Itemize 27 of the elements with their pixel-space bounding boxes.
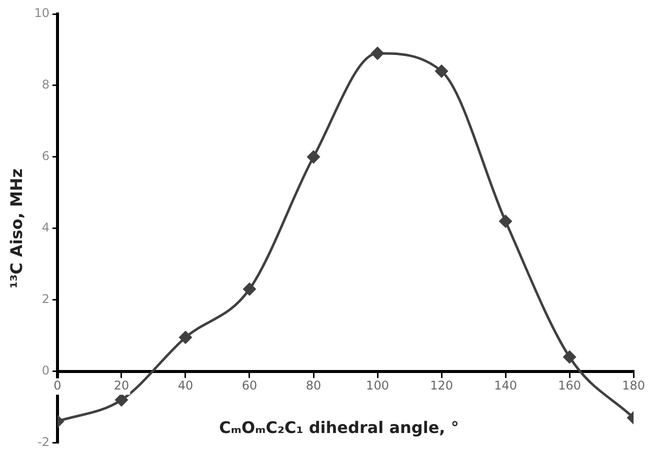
point <box>563 350 576 364</box>
x-tick-label: 120 <box>430 378 453 393</box>
point <box>435 64 448 78</box>
point <box>115 394 128 406</box>
y-tick-label: 4 <box>42 220 50 235</box>
y-tick-label: 0 <box>42 363 50 378</box>
point <box>371 47 384 60</box>
x-tick-label: 0 <box>54 378 62 393</box>
y-axis-title: ¹³C Aiso, MHz <box>6 168 26 288</box>
x-tick-label: 20 <box>114 378 130 393</box>
y-tick-label: 8 <box>42 78 50 92</box>
y-tick-label: 6 <box>42 149 50 164</box>
x-tick-label: 160 <box>558 378 581 393</box>
y-tick-label: 2 <box>42 292 50 306</box>
x-tick-label: 180 <box>622 378 645 393</box>
point <box>179 331 192 344</box>
y-tick-label: 10 <box>34 6 50 20</box>
x-axis-title: CₘOₘC₂C₁ dihedral angle, ° <box>219 418 459 437</box>
x-tick-label: 60 <box>242 378 258 393</box>
point <box>243 282 256 296</box>
x-tick-label: 140 <box>494 378 517 393</box>
x-tick-label: 80 <box>306 378 322 393</box>
y-tick-label: -2 <box>38 434 50 449</box>
point <box>499 215 512 228</box>
x-tick-label: 40 <box>178 378 194 393</box>
point <box>307 150 320 164</box>
x-tick-label: 100 <box>366 378 389 393</box>
